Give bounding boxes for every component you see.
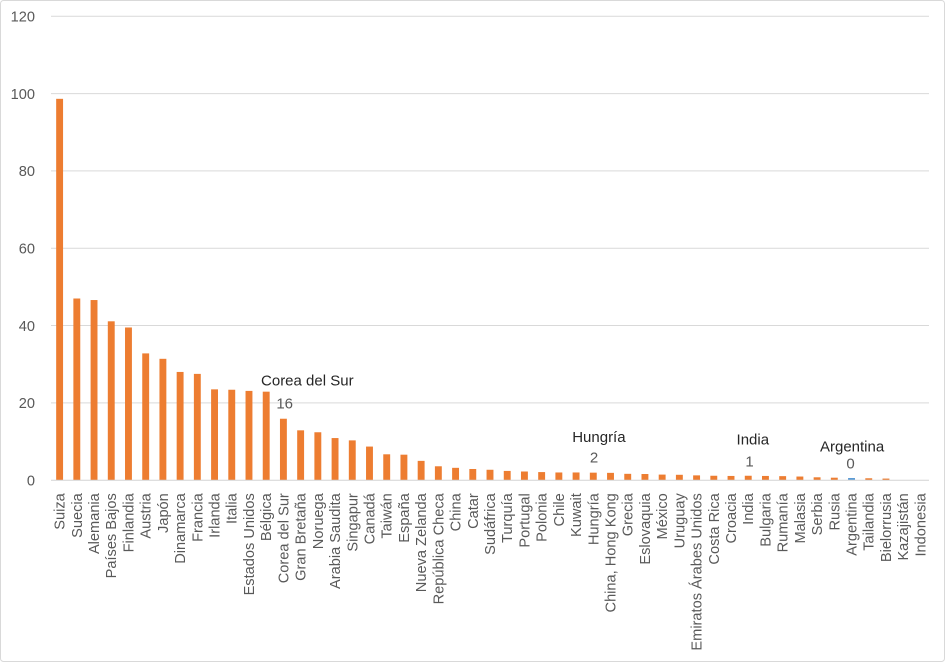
svg-text:Dinamarca: Dinamarca: [173, 492, 189, 563]
svg-text:Alemania: Alemania: [87, 492, 103, 554]
svg-text:Bulgaria: Bulgaria: [758, 492, 774, 546]
svg-text:Catar: Catar: [466, 493, 482, 529]
svg-text:Irlanda: Irlanda: [208, 492, 224, 538]
svg-text:Argentina: Argentina: [845, 492, 861, 555]
svg-text:20: 20: [19, 396, 35, 412]
svg-text:Singapur: Singapur: [345, 493, 361, 552]
svg-text:60: 60: [19, 241, 35, 257]
svg-text:Malasia: Malasia: [793, 492, 809, 543]
svg-text:80: 80: [19, 164, 35, 180]
svg-text:Austria: Austria: [139, 492, 155, 538]
svg-text:Francia: Francia: [190, 492, 206, 542]
svg-text:Arabia Saudita: Arabia Saudita: [328, 492, 344, 589]
svg-text:Noruega: Noruega: [311, 492, 327, 549]
svg-text:Canadá: Canadá: [362, 492, 378, 544]
svg-text:Uruguay: Uruguay: [672, 493, 688, 549]
svg-text:Suiza: Suiza: [53, 492, 69, 529]
svg-text:0: 0: [27, 473, 35, 489]
svg-text:Eslovaquia: Eslovaquia: [638, 492, 654, 564]
svg-text:Finlandia: Finlandia: [121, 492, 137, 552]
svg-text:Hungría: Hungría: [572, 429, 626, 446]
svg-text:Turquía: Turquía: [500, 492, 516, 543]
svg-text:16: 16: [276, 396, 293, 413]
svg-text:Rusia: Rusia: [827, 492, 843, 530]
svg-text:Nueva Zelanda: Nueva Zelanda: [414, 492, 430, 592]
svg-text:China: China: [449, 492, 465, 531]
svg-text:Grecia: Grecia: [621, 492, 637, 536]
svg-text:México: México: [655, 493, 671, 539]
svg-text:Suecia: Suecia: [70, 492, 86, 538]
svg-text:Tailandia: Tailandia: [862, 492, 878, 550]
svg-text:Italia: Italia: [225, 492, 241, 524]
svg-text:Emiratos Árabes Unidos: Emiratos Árabes Unidos: [689, 493, 706, 650]
svg-text:Chile: Chile: [552, 493, 568, 526]
svg-text:Serbia: Serbia: [810, 492, 826, 535]
svg-text:Corea del Sur: Corea del Sur: [276, 493, 292, 583]
svg-text:República Checa: República Checa: [431, 492, 447, 604]
svg-text:Hungría: Hungría: [586, 492, 602, 545]
svg-text:Países Bajos: Países Bajos: [104, 493, 120, 578]
svg-text:100: 100: [11, 87, 35, 103]
svg-text:0: 0: [846, 455, 854, 472]
svg-text:España: España: [397, 492, 413, 542]
svg-text:Argentina: Argentina: [820, 439, 885, 456]
svg-text:120: 120: [11, 9, 35, 25]
svg-text:Corea del Sur: Corea del Sur: [261, 373, 354, 390]
svg-text:1: 1: [745, 454, 753, 471]
svg-text:Indonesia: Indonesia: [913, 492, 929, 556]
svg-text:Japón: Japón: [156, 493, 172, 533]
svg-text:Taiwán: Taiwán: [380, 493, 396, 538]
svg-text:Gran Bretaña: Gran Bretaña: [294, 492, 310, 580]
svg-text:Sudáfrica: Sudáfrica: [483, 492, 499, 555]
svg-text:Estados Unidos: Estados Unidos: [242, 493, 258, 595]
svg-text:Croacia: Croacia: [724, 492, 740, 543]
svg-text:2: 2: [590, 450, 598, 467]
svg-text:Kuwait: Kuwait: [569, 493, 585, 537]
svg-text:Bielorrusia: Bielorrusia: [879, 492, 895, 562]
svg-text:Bélgica: Bélgica: [259, 492, 275, 541]
svg-text:China, Hong Kong: China, Hong Kong: [604, 493, 620, 612]
svg-text:Portugal: Portugal: [517, 493, 533, 547]
svg-text:India: India: [741, 492, 757, 525]
svg-text:Polonia: Polonia: [535, 492, 551, 542]
svg-text:Kazajistán: Kazajistán: [896, 493, 912, 560]
svg-text:40: 40: [19, 319, 35, 335]
svg-text:Rumanía: Rumanía: [776, 492, 792, 552]
svg-text:Costa Rica: Costa Rica: [707, 492, 723, 564]
svg-text:India: India: [737, 432, 770, 449]
